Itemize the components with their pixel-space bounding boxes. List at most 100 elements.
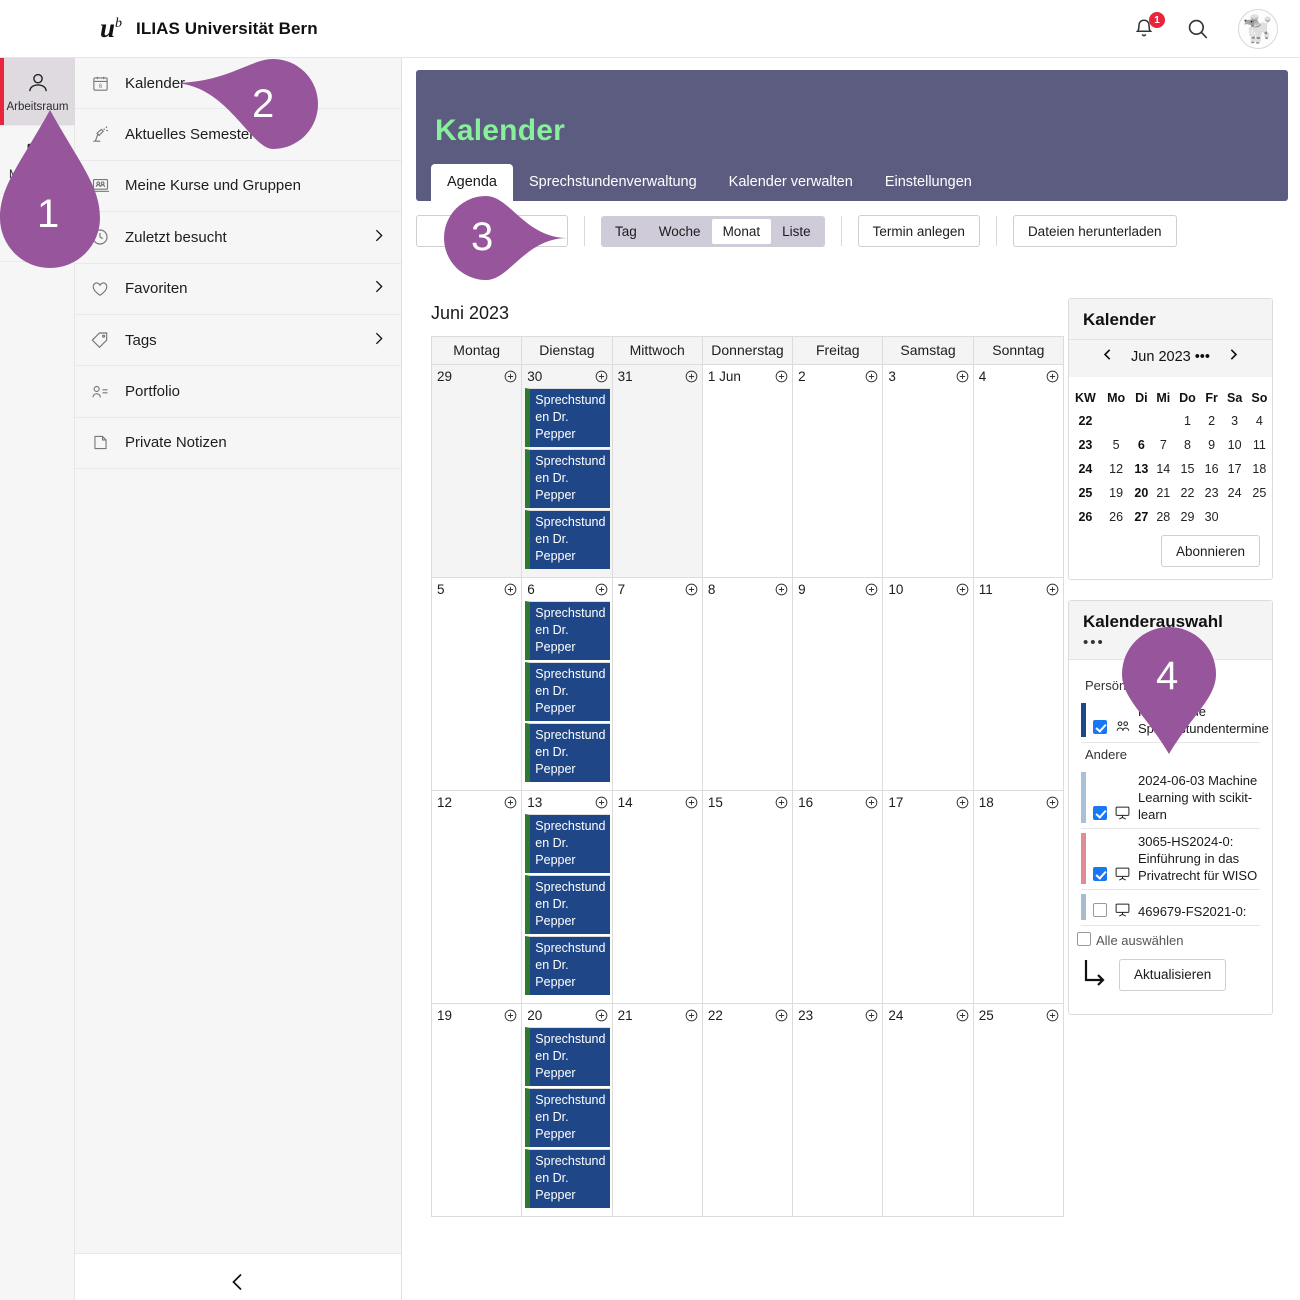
- calendar-day-cell[interactable]: 1 Jun: [701, 364, 794, 578]
- add-appointment-icon[interactable]: [1045, 369, 1060, 384]
- add-appointment-icon[interactable]: [594, 582, 609, 597]
- minicalendar-day[interactable]: 7: [1159, 438, 1167, 452]
- sidebar-collapse-button[interactable]: [75, 1254, 401, 1300]
- add-appointment-icon[interactable]: [864, 369, 879, 384]
- add-appointment-icon[interactable]: [774, 369, 789, 384]
- calendar-day-cell[interactable]: 8: [701, 577, 794, 791]
- rail-item-arbeitsraum[interactable]: Arbeitsraum: [0, 58, 75, 126]
- add-appointment-icon[interactable]: [594, 1008, 609, 1023]
- notifications-button[interactable]: 1: [1130, 12, 1165, 43]
- minicalendar-day[interactable]: 27: [1134, 510, 1149, 524]
- calendar-day-cell[interactable]: 6 Sprechstunden Dr. Pepper Sprechstunden D…: [521, 577, 613, 791]
- view-monat[interactable]: Monat: [711, 218, 772, 244]
- calendar-day-cell[interactable]: 22: [701, 1003, 794, 1217]
- calendar-day-cell[interactable]: 25: [972, 1003, 1065, 1217]
- minicalendar-day[interactable]: 30: [1204, 510, 1219, 524]
- minicalendar-day[interactable]: 3: [1231, 414, 1239, 428]
- calendar-day-cell[interactable]: 16: [792, 790, 884, 1004]
- add-appointment-icon[interactable]: [864, 582, 879, 597]
- calendar-event[interactable]: Sprechstunden Dr. Pepper: [525, 1027, 610, 1086]
- sidebar-item-meine-kurse-und-gruppen[interactable]: Meine Kurse und Gruppen: [75, 161, 401, 213]
- calendar-event[interactable]: Sprechstunden Dr. Pepper: [525, 662, 610, 721]
- add-appointment-icon[interactable]: [684, 1008, 699, 1023]
- calendar-event[interactable]: Sprechstunden Dr. Pepper: [525, 510, 610, 569]
- minicalendar-day[interactable]: 1: [1183, 414, 1191, 428]
- add-appointment-icon[interactable]: [594, 795, 609, 810]
- sidebar-item-zuletzt-besucht[interactable]: Zuletzt besucht: [75, 212, 401, 264]
- calendar-selection-item[interactable]: 2024-06-03 Machine Learning with scikit-…: [1081, 768, 1260, 829]
- minicalendar-day[interactable]: 5: [1112, 438, 1120, 452]
- subscribe-button[interactable]: Abonnieren: [1160, 535, 1260, 567]
- minicalendar-day[interactable]: 19: [1109, 486, 1124, 500]
- view-tag[interactable]: Tag: [615, 223, 637, 239]
- calendar-day-cell[interactable]: 29: [430, 364, 523, 578]
- minicalendar-day[interactable]: 21: [1156, 486, 1171, 500]
- calendar-day-cell[interactable]: 10: [882, 577, 974, 791]
- sidebar-item-private-notizen[interactable]: Private Notizen: [75, 418, 401, 470]
- minicalendar-day[interactable]: 11: [1252, 438, 1266, 452]
- calendar-day-cell[interactable]: 2: [792, 364, 884, 578]
- calendar-day-cell[interactable]: 11: [972, 577, 1065, 791]
- calendar-day-cell[interactable]: 15: [701, 790, 794, 1004]
- minicalendar-day[interactable]: 18: [1252, 462, 1267, 476]
- view-woche[interactable]: Woche: [658, 223, 701, 239]
- minicalendar-day[interactable]: 25: [1252, 486, 1267, 500]
- add-appointment-icon[interactable]: [503, 369, 518, 384]
- add-appointment-icon[interactable]: [503, 1008, 518, 1023]
- calendar-event[interactable]: Sprechstunden Dr. Pepper: [525, 1088, 610, 1147]
- sidebar-item-tags[interactable]: Tags: [75, 315, 401, 367]
- minicalendar-day[interactable]: 2: [1208, 414, 1216, 428]
- add-appointment-icon[interactable]: [774, 582, 789, 597]
- add-appointment-icon[interactable]: [864, 795, 879, 810]
- download-files-button[interactable]: Dateien herunterladen: [1012, 215, 1177, 247]
- add-appointment-icon[interactable]: [955, 795, 970, 810]
- minicalendar-day[interactable]: 12: [1109, 462, 1124, 476]
- add-appointment-icon[interactable]: [774, 795, 789, 810]
- calendar-day-cell[interactable]: 14: [611, 790, 703, 1004]
- minicalendar-next-button[interactable]: [1226, 347, 1241, 367]
- calendar-selection-actions-button[interactable]: •••: [1083, 634, 1105, 651]
- calendar-event[interactable]: Sprechstunden Dr. Pepper: [525, 601, 610, 660]
- calendar-checkbox[interactable]: [1093, 867, 1107, 881]
- add-appointment-icon[interactable]: [1045, 795, 1060, 810]
- add-appointment-icon[interactable]: [1045, 1008, 1060, 1023]
- minicalendar-day[interactable]: 29: [1180, 510, 1195, 524]
- minicalendar-day[interactable]: 15: [1180, 462, 1195, 476]
- calendar-event[interactable]: Sprechstunden Dr. Pepper: [525, 388, 610, 447]
- add-appointment-icon[interactable]: [1045, 582, 1060, 597]
- calendar-day-cell[interactable]: 18: [972, 790, 1065, 1004]
- view-liste[interactable]: Liste: [782, 223, 811, 239]
- add-appointment-icon[interactable]: [503, 582, 518, 597]
- calendar-event[interactable]: Sprechstunden Dr. Pepper: [525, 1149, 610, 1208]
- add-appointment-icon[interactable]: [594, 369, 609, 384]
- minicalendar-day[interactable]: 23: [1204, 486, 1219, 500]
- calendar-day-cell[interactable]: 19: [430, 1003, 523, 1217]
- minicalendar-day[interactable]: 16: [1204, 462, 1219, 476]
- add-appointment-icon[interactable]: [955, 1008, 970, 1023]
- add-appointment-icon[interactable]: [503, 795, 518, 810]
- minicalendar-day[interactable]: 13: [1134, 462, 1149, 476]
- calendar-day-cell[interactable]: 3: [882, 364, 974, 578]
- minicalendar-day[interactable]: 17: [1227, 462, 1242, 476]
- minicalendar-day[interactable]: 26: [1109, 510, 1124, 524]
- minicalendar-prev-button[interactable]: [1100, 347, 1115, 367]
- add-appointment-icon[interactable]: [774, 1008, 789, 1023]
- calendar-event[interactable]: Sprechstunden Dr. Pepper: [525, 449, 610, 508]
- calendar-event[interactable]: Sprechstunden Dr. Pepper: [525, 814, 610, 873]
- update-button[interactable]: Aktualisieren: [1119, 958, 1227, 991]
- calendar-checkbox[interactable]: [1093, 903, 1107, 917]
- tab-sprechstundenverwaltung[interactable]: Sprechstundenverwaltung: [529, 174, 697, 190]
- minicalendar-day[interactable]: 24: [1227, 486, 1242, 500]
- calendar-selection-item[interactable]: 469679-FS2021-0:: [1081, 890, 1260, 926]
- minicalendar-day[interactable]: 10: [1227, 438, 1242, 452]
- minicalendar-day[interactable]: 4: [1255, 414, 1263, 428]
- minicalendar-day[interactable]: 6: [1137, 438, 1145, 452]
- calendar-day-cell[interactable]: 30 Sprechstunden Dr. Pepper Sprechstunden …: [521, 364, 613, 578]
- search-button[interactable]: [1184, 15, 1212, 43]
- add-appointment-icon[interactable]: [955, 369, 970, 384]
- calendar-day-cell[interactable]: 31: [611, 364, 703, 578]
- select-all-row[interactable]: Alle auswählen: [1077, 932, 1260, 949]
- add-appointment-icon[interactable]: [864, 1008, 879, 1023]
- calendar-day-cell[interactable]: 5: [430, 577, 523, 791]
- select-all-checkbox[interactable]: [1077, 932, 1091, 946]
